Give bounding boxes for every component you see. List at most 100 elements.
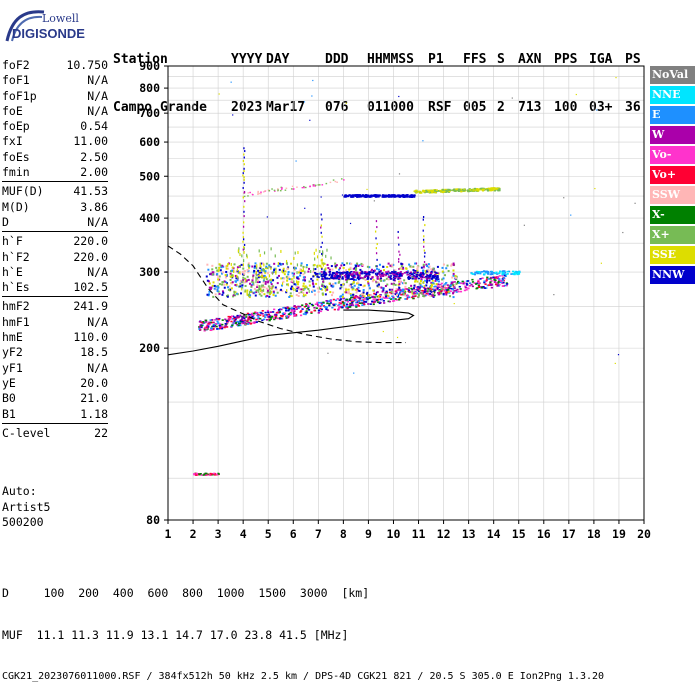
echo-point [348, 268, 351, 271]
echo-point [261, 275, 264, 278]
echo-point [456, 282, 459, 284]
echo-point [316, 275, 319, 278]
echo-point [483, 281, 486, 284]
echo-point [328, 304, 331, 307]
echo-point [316, 264, 318, 268]
echo-point [274, 294, 277, 297]
echo-point [270, 247, 272, 251]
echo-point [353, 267, 356, 270]
echo-point [448, 190, 451, 193]
echo-point [397, 230, 399, 233]
echo-point [313, 271, 317, 274]
echo-point [344, 271, 347, 274]
echo-point [323, 274, 326, 277]
echo-point [375, 291, 378, 294]
echo-point [216, 290, 219, 293]
echo-point [354, 299, 357, 301]
echo-point [234, 318, 237, 320]
echo-point [433, 294, 436, 297]
echo-point [251, 314, 254, 317]
echo-point [366, 298, 369, 301]
echo-point [412, 269, 415, 272]
echo-point [439, 284, 442, 287]
echo-point [449, 284, 452, 286]
echo-point [322, 280, 325, 283]
echo-point [426, 270, 429, 273]
echo-point [325, 307, 328, 309]
echo-point [264, 271, 267, 274]
echo-point [280, 249, 282, 253]
echo-point [297, 286, 300, 289]
echo-point [305, 310, 308, 312]
echo-point [425, 281, 428, 284]
echo-point [242, 276, 245, 279]
echo-point [216, 269, 219, 272]
echo-point [232, 295, 235, 298]
echo-point [376, 272, 379, 275]
echo-point [221, 271, 224, 274]
echo-point [359, 283, 362, 286]
echo-point [297, 251, 299, 255]
echo-point [299, 311, 302, 313]
echo-point [288, 308, 291, 311]
echo-point [456, 189, 460, 192]
echo-point [266, 309, 270, 312]
echo-point [358, 271, 361, 274]
x-tick-label: 8 [340, 527, 347, 541]
echo-point [416, 268, 419, 271]
param-name: hmE [2, 330, 23, 345]
echo-point [213, 325, 216, 328]
echo-point [243, 259, 245, 263]
echo-point [253, 291, 256, 294]
echo-point [408, 296, 411, 299]
echo-point [316, 301, 319, 304]
echo-point [376, 243, 378, 246]
header-row1-cell: PS [625, 52, 641, 67]
echo-point [459, 288, 462, 290]
echo-point [217, 286, 220, 289]
echo-point [385, 295, 388, 298]
echo-point [403, 289, 406, 292]
echo-point [388, 273, 391, 276]
echo-point [299, 305, 302, 308]
echo-point [320, 308, 323, 311]
echo-point [242, 231, 244, 234]
echo-point [372, 194, 376, 196]
echo-point [382, 300, 385, 302]
echo-point [308, 289, 310, 293]
echo-point [320, 266, 323, 269]
echo-point [430, 271, 433, 274]
echo-point [430, 291, 434, 293]
param-name: M(D) [2, 199, 30, 214]
echo-point [428, 290, 431, 292]
distance-value: 1500 [258, 586, 287, 600]
echo-point [501, 274, 504, 277]
x-tick-label: 15 [512, 527, 526, 541]
echo-point [390, 195, 393, 198]
echo-point [383, 269, 386, 272]
echo-point [240, 263, 243, 266]
header-row2-cell: 2023 [231, 100, 263, 115]
echo-point [447, 288, 450, 291]
echo-point [359, 299, 362, 301]
echo-point [487, 271, 490, 274]
echo-point [418, 190, 421, 193]
echo-point [419, 282, 422, 285]
echo-point [495, 282, 498, 284]
echo-point [261, 262, 264, 265]
echo-point [458, 281, 461, 284]
echo-point [243, 170, 245, 173]
echo-point [450, 264, 453, 267]
echo-point [399, 271, 402, 273]
echo-point [229, 272, 232, 275]
echo-point [430, 286, 433, 289]
echo-point [401, 282, 404, 285]
echo-point [307, 287, 310, 290]
echo-point [308, 280, 311, 283]
echo-point [490, 286, 493, 289]
echo-point [382, 265, 385, 268]
echo-point [445, 291, 448, 293]
echo-point [201, 322, 204, 324]
echo-point [435, 287, 438, 290]
echo-point [406, 273, 409, 276]
